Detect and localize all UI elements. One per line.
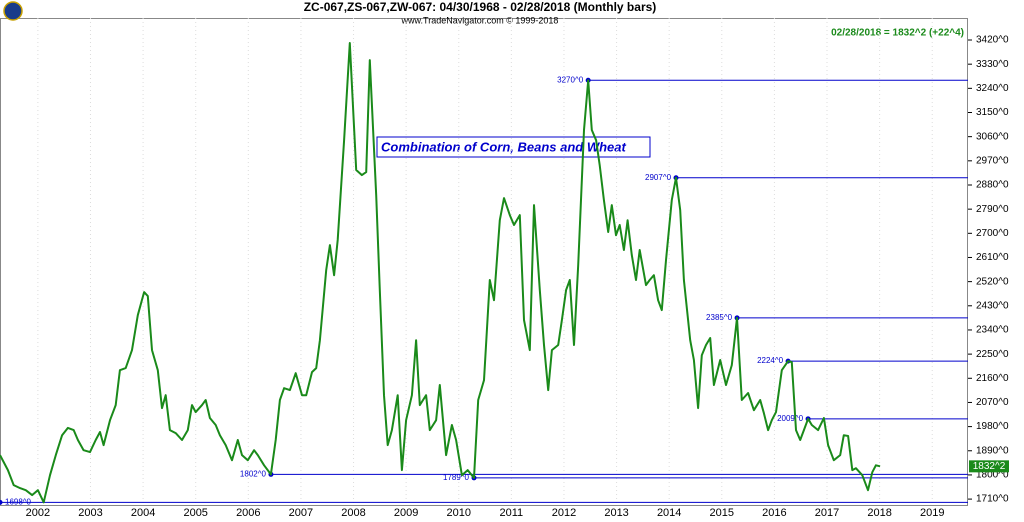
level-label: 2224^0 [757,356,784,365]
x-tick-label: 2013 [604,507,628,519]
x-tick-label: 2008 [341,507,365,519]
level-label: 3270^0 [557,75,584,84]
level-label: 2385^0 [706,313,733,322]
x-tick-label: 2014 [657,507,681,519]
x-tick-label: 2006 [236,507,260,519]
x-tick-label: 2005 [183,507,207,519]
y-tick-label: 2700^0 [976,228,1009,239]
y-tick-label: 3330^0 [976,59,1009,70]
x-tick-label: 2004 [131,507,155,519]
y-tick-label: 3420^0 [976,35,1009,46]
level-label: 1802^0 [240,470,267,479]
x-tick-label: 2002 [26,507,50,519]
y-tick-label: 3150^0 [976,107,1009,118]
x-tick-label: 2011 [500,507,524,519]
y-tick-label: 2250^0 [976,349,1009,360]
price-line [0,42,881,504]
x-tick-label: 2015 [710,507,734,519]
y-tick-label: 2160^0 [976,373,1009,384]
level-label: 2009^0 [777,414,804,423]
level-label: 2907^0 [645,173,672,182]
x-tick-label: 2019 [920,507,944,519]
y-tick-label: 2970^0 [976,155,1009,166]
y-tick-label: 2790^0 [976,204,1009,215]
y-tick-label: 3060^0 [976,131,1009,142]
price-marker-box [969,460,1009,473]
y-tick-label: 2340^0 [976,325,1009,336]
x-tick-label: 2003 [78,507,102,519]
annotation: Combination of Corn, Beans and Wheat [381,139,627,154]
logo [3,1,23,21]
plot-frame [0,18,968,506]
chart-subtitle: www.TradeNavigator.com © 1999-2018 [401,15,559,25]
level-label: 1698^0 [5,497,32,506]
level-dot [0,499,3,505]
x-tick-label: 2012 [552,507,576,519]
x-tick-label: 2010 [447,507,471,519]
y-tick-label: 2430^0 [976,300,1009,311]
y-tick-label: 1890^0 [976,445,1009,456]
y-tick-label: 2610^0 [976,252,1009,263]
y-tick-label: 1800^0 [976,470,1009,481]
x-tick-label: 2018 [867,507,891,519]
y-tick-label: 2070^0 [976,397,1009,408]
y-tick-label: 1980^0 [976,421,1009,432]
y-tick-label: 2880^0 [976,180,1009,191]
level-label: 1789^0 [443,473,470,482]
y-tick-label: 3240^0 [976,83,1009,94]
x-tick-label: 2007 [289,507,313,519]
y-tick-label: 1710^0 [976,494,1009,505]
x-tick-label: 2009 [394,507,418,519]
price-marker: 1832^2 [973,461,1006,472]
last-bar-text: 02/28/2018 = 1832^2 (+22^4) [831,28,964,39]
chart-title: ZC-067,ZS-067,ZW-067: 04/30/1968 - 02/28… [304,0,657,14]
annotation-box [376,136,651,158]
x-tick-label: 2016 [762,507,786,519]
y-tick-label: 2520^0 [976,276,1009,287]
x-tick-label: 2017 [815,507,839,519]
